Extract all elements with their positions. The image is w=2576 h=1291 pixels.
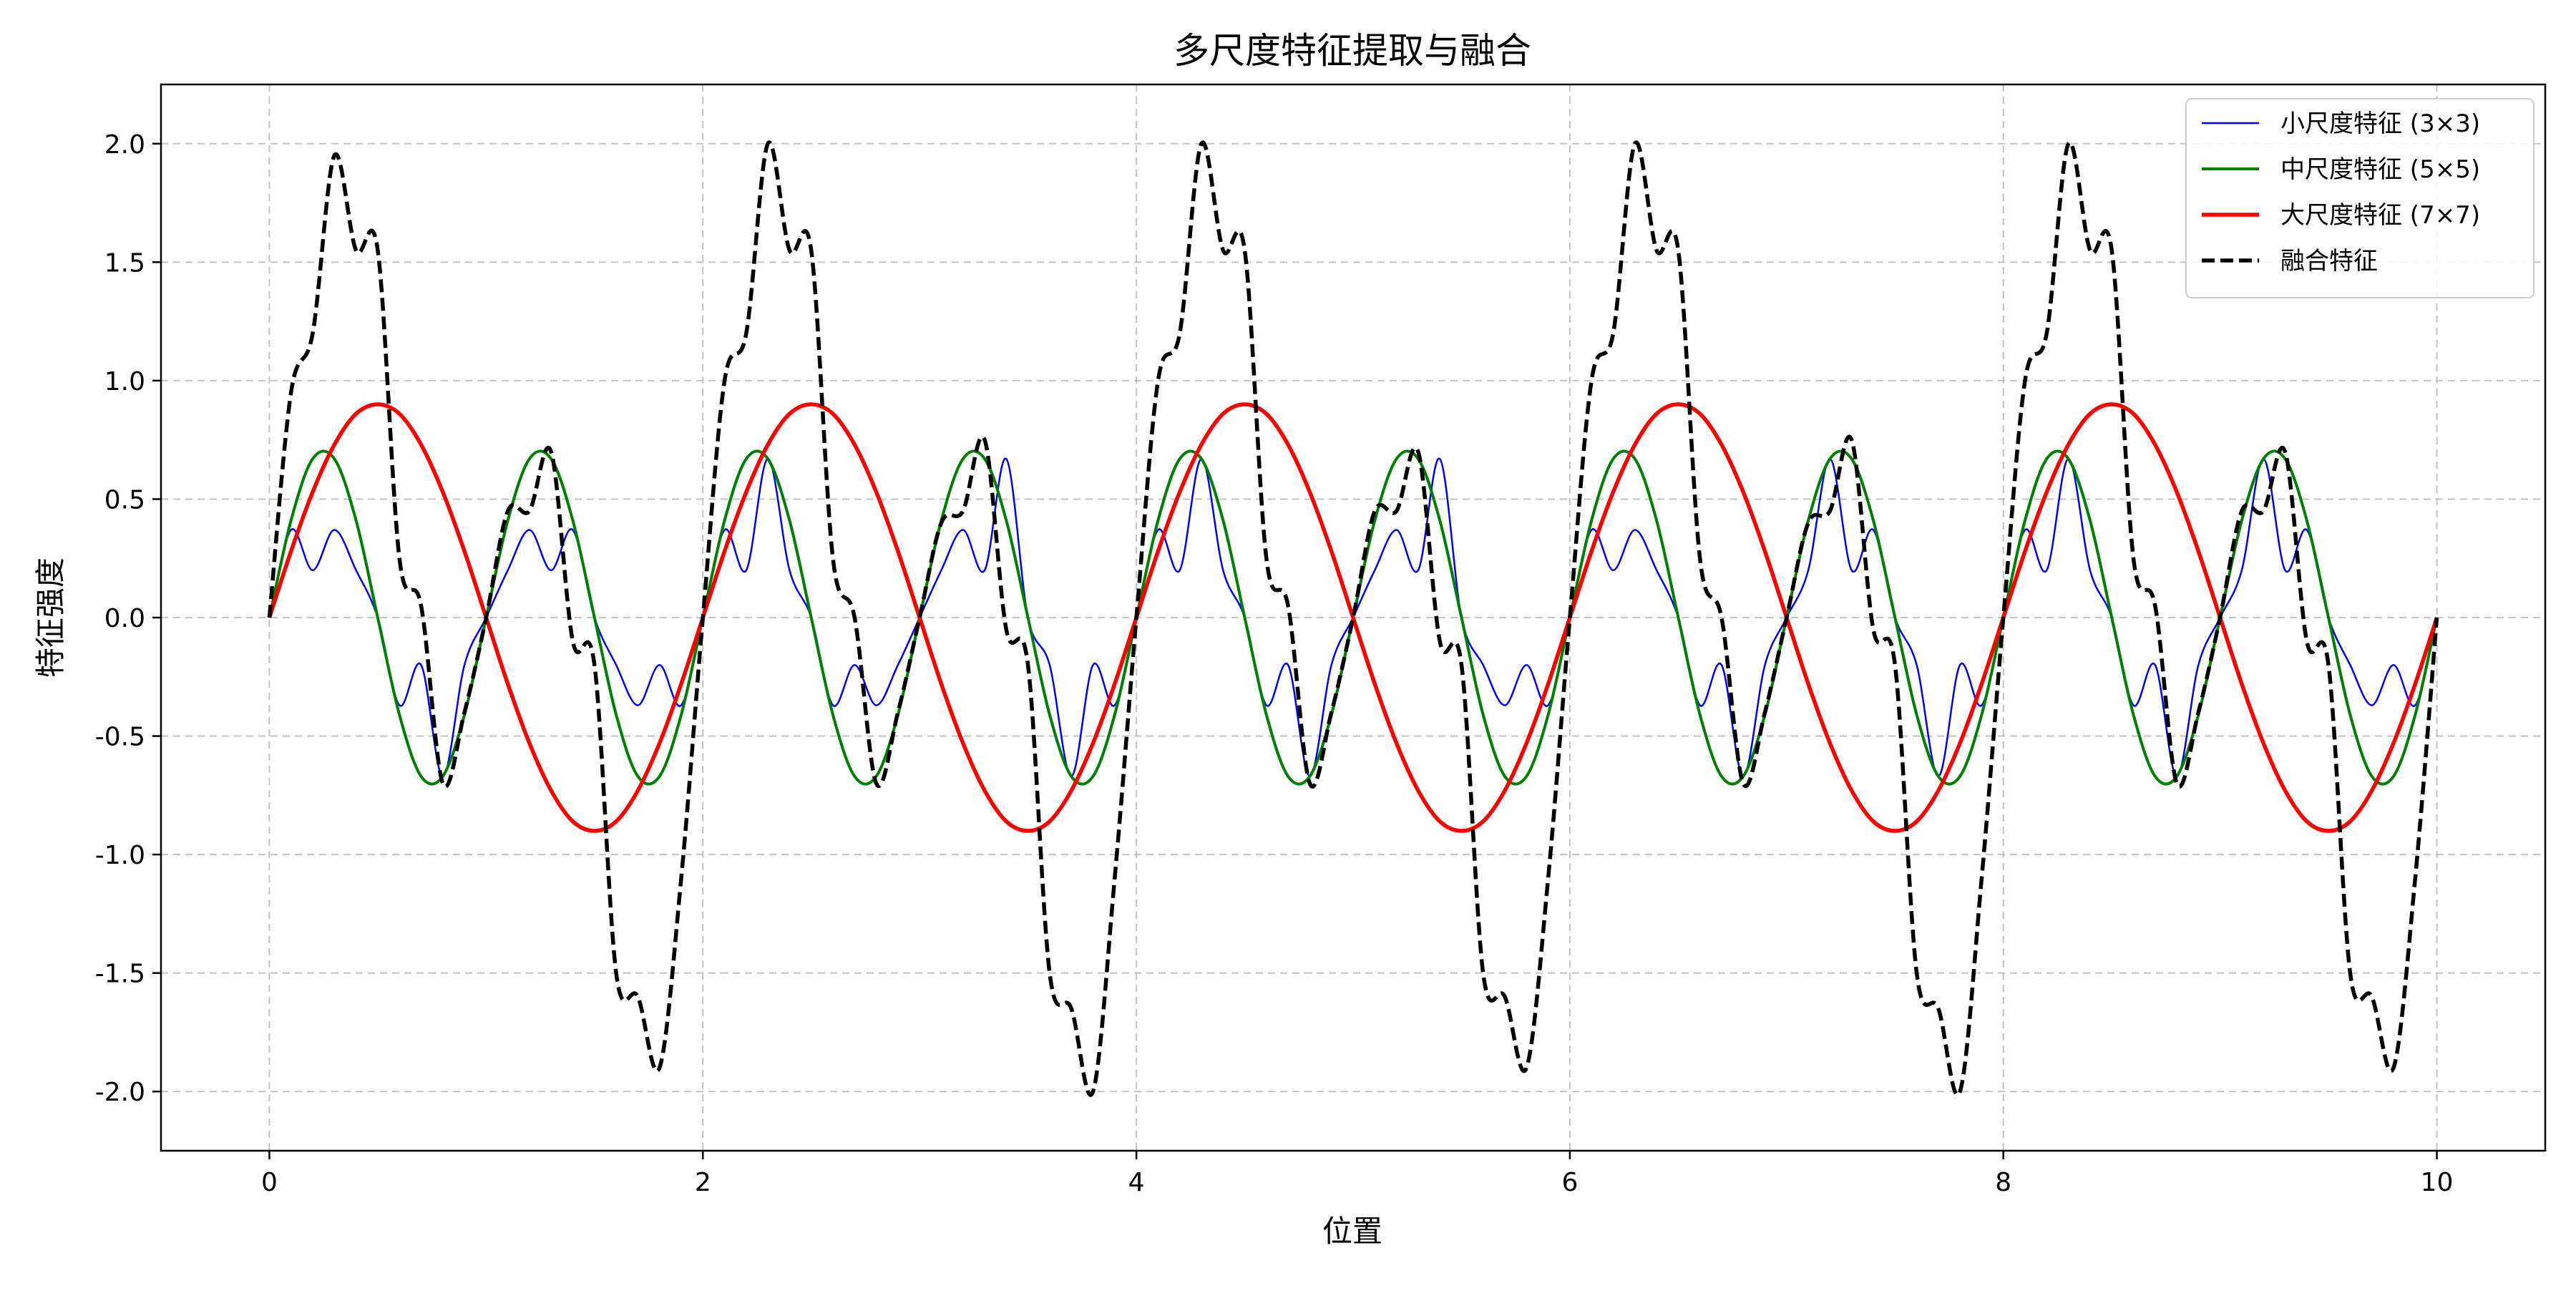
y-tick-label: 1.0 — [104, 367, 145, 396]
x-tick-label: 6 — [1561, 1168, 1578, 1197]
x-tick-label: 8 — [1995, 1168, 2011, 1197]
x-tick-label: 2 — [695, 1168, 711, 1197]
plot-area — [267, 140, 2439, 1097]
x-axis: 0 2 4 6 8 10 — [261, 1151, 2453, 1197]
y-tick-label: 1.5 — [104, 248, 145, 278]
y-tick-label: -1.0 — [95, 841, 145, 870]
legend-label-medium-scale: 中尺度特征 (5×5) — [2280, 155, 2480, 184]
y-tick-label: -0.5 — [95, 723, 145, 752]
y-tick-label: 0.5 — [104, 485, 145, 515]
chart-title: 多尺度特征提取与融合 — [1174, 30, 1531, 72]
x-tick-label: 0 — [261, 1168, 278, 1197]
legend: 小尺度特征 (3×3) 中尺度特征 (5×5) 大尺度特征 (7×7) 融合特征 — [2185, 98, 2534, 298]
series-line-small-scale — [268, 457, 2438, 778]
legend-label-fused: 融合特征 — [2280, 247, 2378, 276]
legend-label-small-scale: 小尺度特征 (3×3) — [2280, 109, 2480, 138]
series-line-large-scale — [267, 402, 2439, 833]
y-tick-label: 0.0 — [104, 604, 145, 633]
legend-label-large-scale: 大尺度特征 (7×7) — [2280, 201, 2480, 230]
y-axis-label: 特征强度 — [33, 557, 68, 678]
legend-box — [2185, 98, 2534, 298]
y-tick-label: -1.5 — [95, 960, 145, 989]
x-tick-label: 10 — [2421, 1168, 2454, 1197]
y-tick-label: -2.0 — [95, 1078, 145, 1107]
y-axis: -2.0 -1.5 -1.0 -0.5 0.0 0.5 1.0 1.5 2.0 — [95, 130, 161, 1107]
x-tick-label: 4 — [1128, 1168, 1145, 1197]
y-tick-label: 2.0 — [104, 130, 145, 160]
grid-lines — [161, 84, 2545, 1151]
x-axis-label: 位置 — [1322, 1214, 1382, 1249]
